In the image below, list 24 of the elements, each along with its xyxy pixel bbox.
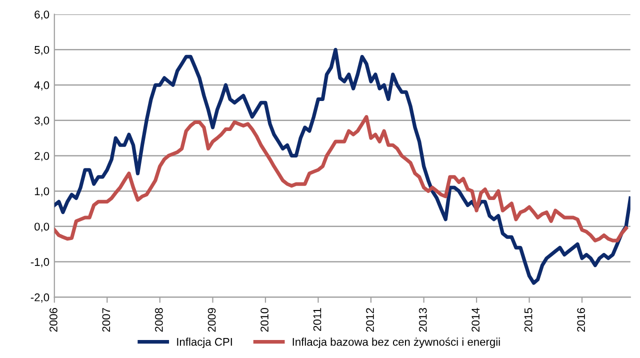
x-tick-label: 2011 (313, 308, 322, 331)
x-tick-label: 2014 (472, 308, 480, 332)
y-tick-label: 1,0 (34, 187, 50, 197)
y-tick-label: 6,0 (34, 10, 50, 20)
x-tick-label: 2013 (418, 308, 427, 332)
x-tick-label: 2007 (102, 308, 110, 332)
y-tick-label: 2,0 (34, 152, 50, 162)
line-series (54, 48, 630, 285)
y-tick-label: -1,0 (30, 258, 50, 268)
y-tick-label: 0,0 (34, 222, 50, 232)
legend-label: Inflacja CPI (177, 338, 232, 348)
y-tick-label: -2,0 (30, 293, 50, 303)
x-tick-label: 2009 (208, 308, 216, 332)
line-series (54, 115, 628, 242)
y-tick-label: 3,0 (34, 116, 50, 126)
y-tick-label: 4,0 (34, 81, 50, 90)
x-tick-label: 2016 (577, 308, 585, 332)
x-tick-label: 2006 (50, 308, 58, 332)
y-tick-label: 5,0 (34, 46, 50, 56)
x-tick-label: 2015 (524, 308, 532, 332)
x-tick-label: 2010 (260, 308, 268, 332)
legend-label: Inflacja bazowa bez cen żywności i energii (292, 338, 500, 348)
x-tick-label: 2008 (154, 308, 163, 332)
x-tick-label: 2012 (366, 308, 374, 332)
